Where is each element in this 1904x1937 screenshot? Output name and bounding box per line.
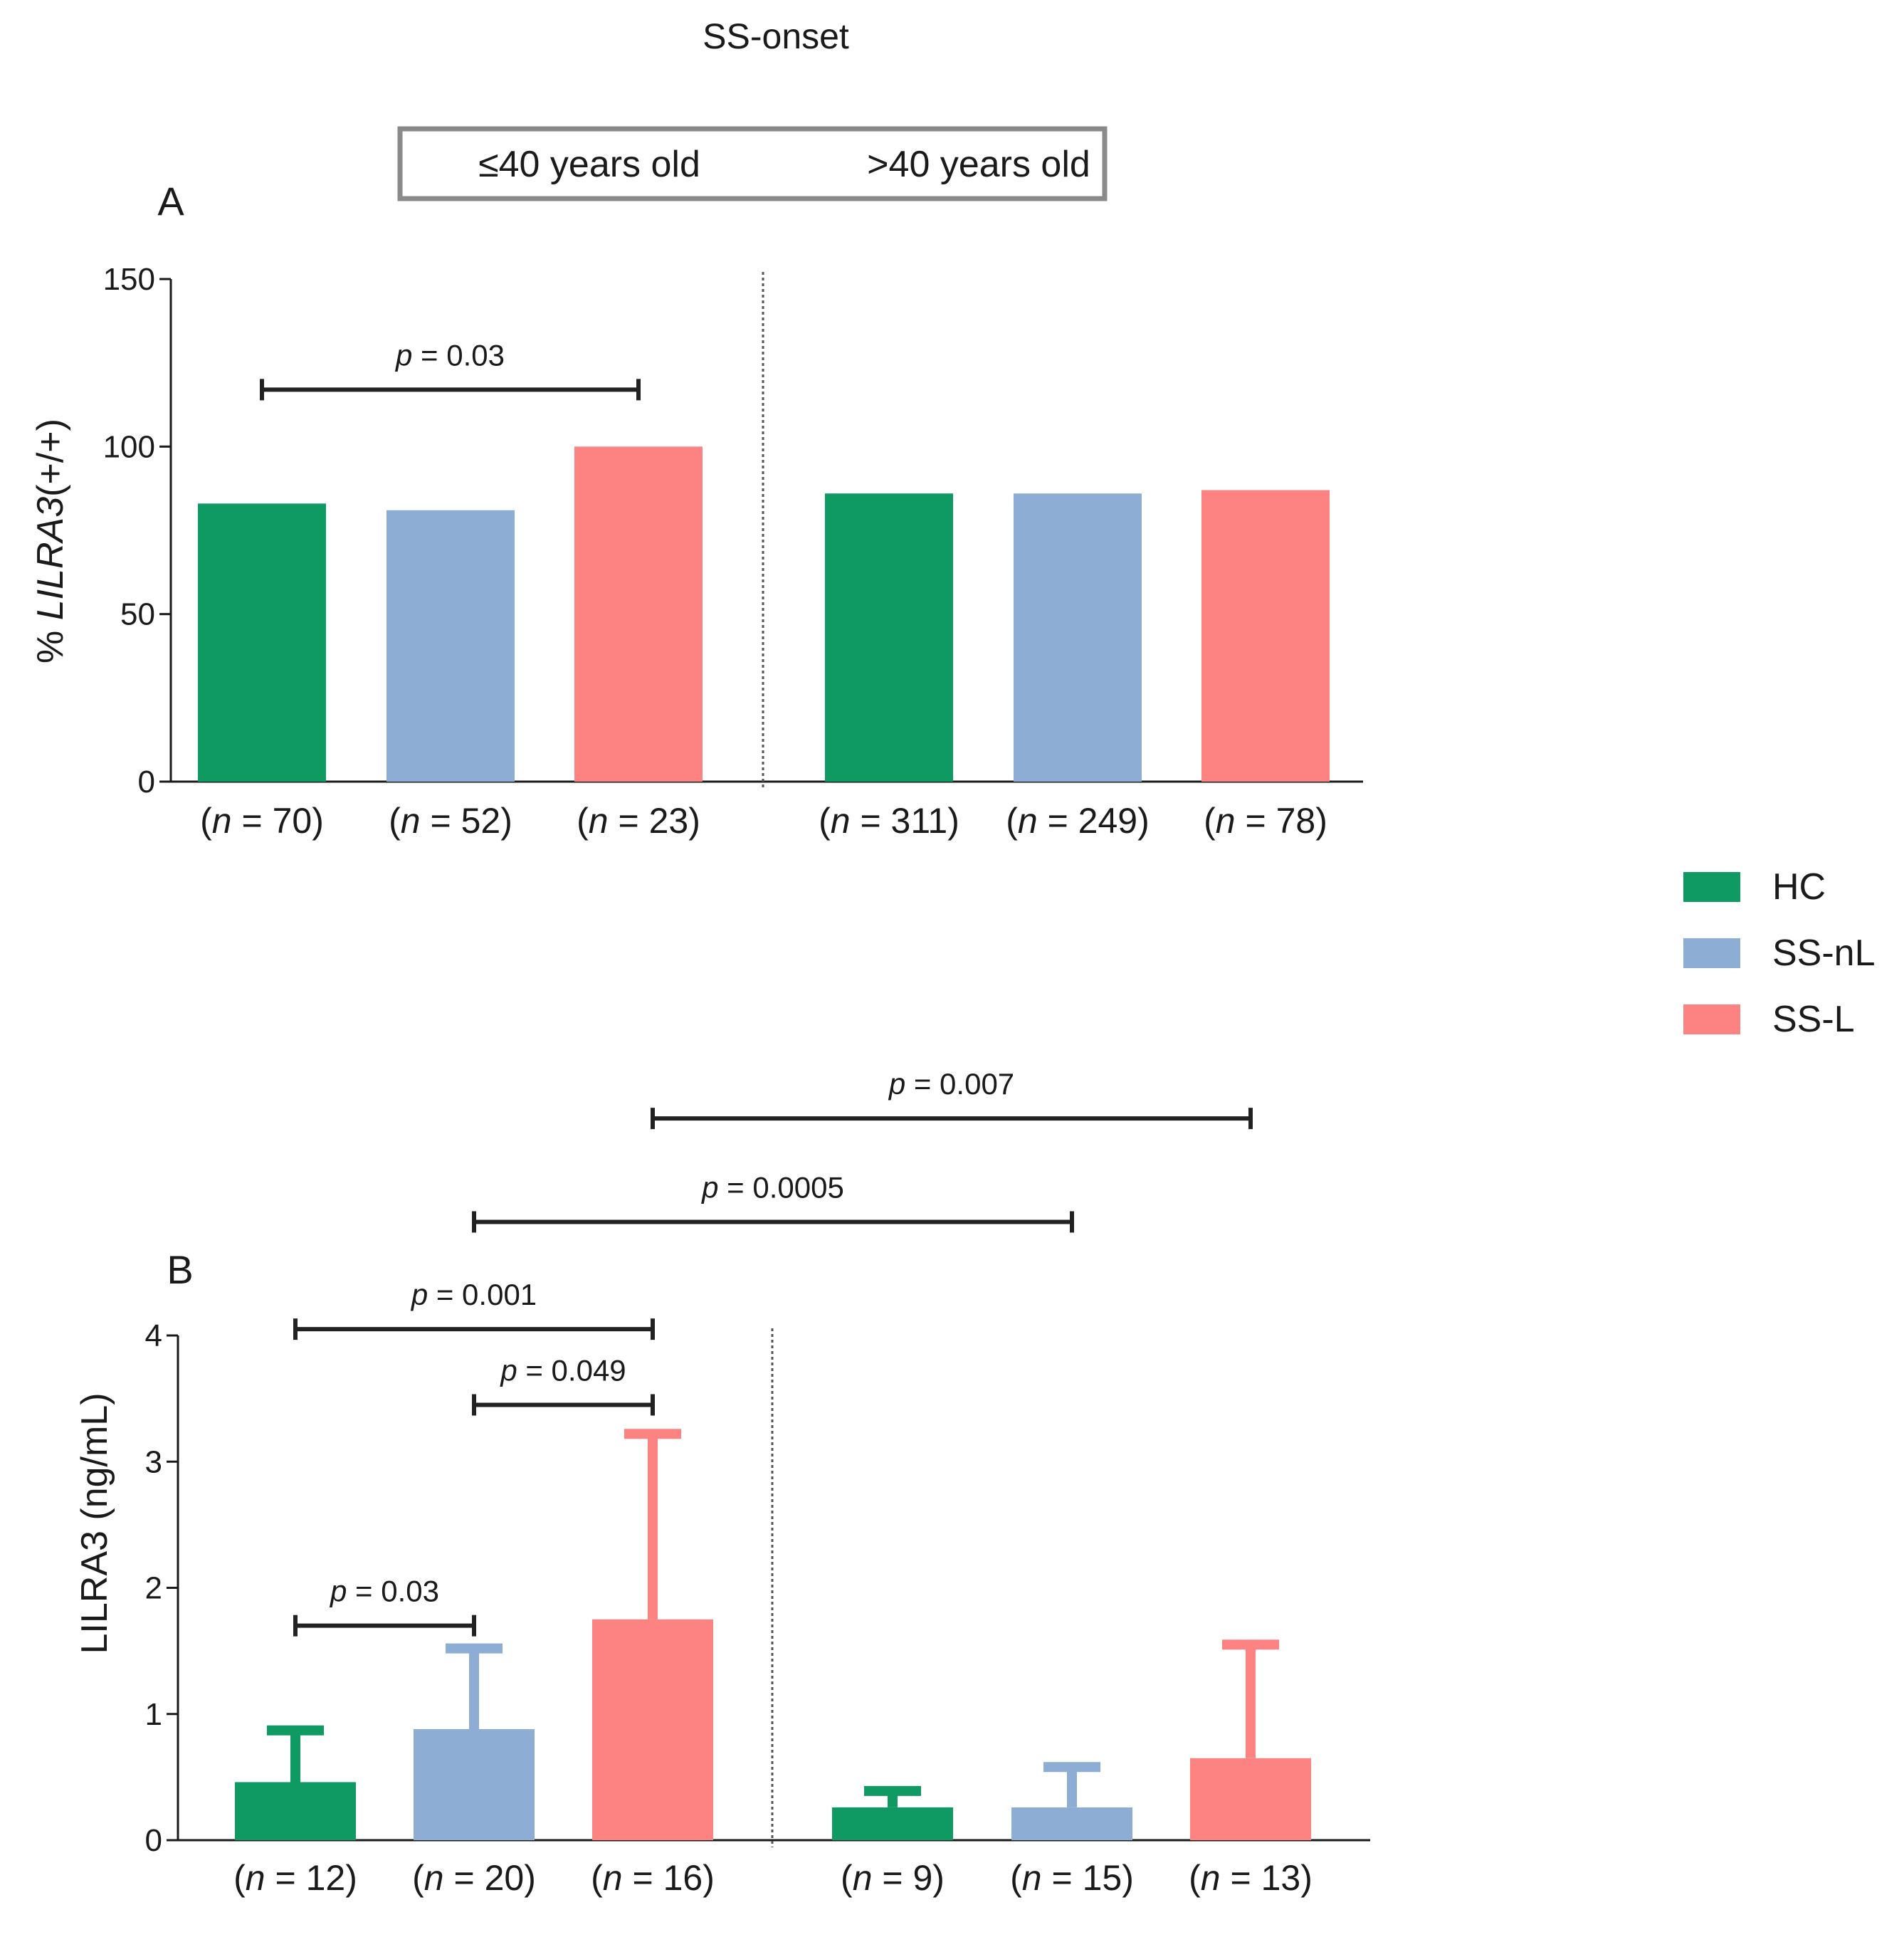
panel-a-n-label: (n = 70) (200, 801, 324, 841)
panel-b-bar-ss-l (592, 1619, 713, 1840)
panel-a-bar-ss-l (574, 446, 703, 782)
age-group-left: ≤40 years old (478, 144, 700, 185)
legend-label-ss-l: SS-L (1772, 999, 1855, 1040)
panel-a-n-label: (n = 52) (389, 801, 512, 841)
panel-a-bar-hc (825, 493, 953, 782)
panel-b-bar-ss-nl (1011, 1807, 1132, 1840)
panel-b-n-label: (n = 9) (841, 1858, 945, 1898)
panel-b-y-tick-label: 3 (145, 1444, 162, 1479)
panel-a-p-value-label: p = 0.03 (394, 338, 505, 372)
panel-a-chart: 0 50 100 150 (n = 70) (n = 52) (n = 23) (n = 31… (103, 262, 1363, 841)
panel-a-bar-hc (198, 503, 326, 782)
panel-a-n-label: (n = 311) (819, 801, 959, 841)
legend-swatch-ss-nl (1683, 938, 1740, 968)
panel-b-y-tick-label: 1 (145, 1697, 162, 1732)
panel-b-n-label: (n = 16) (591, 1858, 715, 1898)
panel-b-n-label: (n = 15) (1010, 1858, 1134, 1898)
panel-b-letter: B (167, 1247, 193, 1292)
panel-b-p-value-label: p = 0.049 (499, 1353, 626, 1387)
panel-b-n-label: (n = 12) (233, 1858, 357, 1898)
panel-b-n-label: (n = 13) (1189, 1858, 1313, 1898)
age-group-right: >40 years old (867, 144, 1090, 185)
panel-a-y-tick-label: 0 (138, 765, 155, 799)
panel-a-letter: A (157, 179, 184, 224)
age-group-box (397, 126, 1108, 201)
figure-title: SS-onset (703, 16, 849, 56)
panel-b-p-value-label: p = 0.0005 (700, 1170, 844, 1204)
panel-a-bar-ss-nl (1014, 493, 1142, 782)
legend: HC SS-nL SS-L (1683, 866, 1876, 1040)
panel-b-chart: 0 1 2 3 4 (n = 12) (n = 20) (n = 16) (n = 9) (n =… (145, 1067, 1370, 1898)
panel-b-p-value-label: p = 0.007 (888, 1067, 1014, 1101)
panel-b-p-value-label: p = 0.001 (410, 1278, 537, 1311)
panel-a-n-label: (n = 78) (1204, 801, 1327, 841)
panel-b-bar-ss-l (1190, 1758, 1311, 1840)
panel-b-bar-hc (832, 1807, 953, 1840)
panel-a-y-tick-label: 100 (103, 429, 155, 464)
panel-b-bar-ss-nl (414, 1729, 535, 1840)
panel-b-y-tick-label: 4 (145, 1318, 162, 1353)
panel-b-y-tick-label: 0 (145, 1823, 162, 1858)
legend-swatch-hc (1683, 872, 1740, 902)
panel-a-bar-ss-l (1201, 490, 1330, 782)
panel-a-y-tick-label: 150 (103, 262, 155, 297)
legend-swatch-ss-l (1683, 1004, 1740, 1034)
panel-a-bar-ss-nl (386, 510, 515, 782)
panel-a-n-label: (n = 23) (577, 801, 700, 841)
panel-b-y-label: LILRA3 (ng/mL) (74, 1392, 115, 1654)
panel-b-n-label: (n = 20) (412, 1858, 536, 1898)
panel-b-y-tick-label: 2 (145, 1571, 162, 1606)
legend-label-ss-nl: SS-nL (1772, 933, 1876, 974)
panel-a-y-tick-label: 50 (120, 597, 155, 632)
panel-b-bar-hc (235, 1782, 356, 1840)
panel-b-p-value-label: p = 0.03 (329, 1575, 439, 1608)
panel-a-y-label: % LILRA3(+/+) (30, 419, 71, 663)
legend-label-hc: HC (1772, 866, 1826, 908)
panel-a-n-label: (n = 249) (1006, 801, 1150, 841)
